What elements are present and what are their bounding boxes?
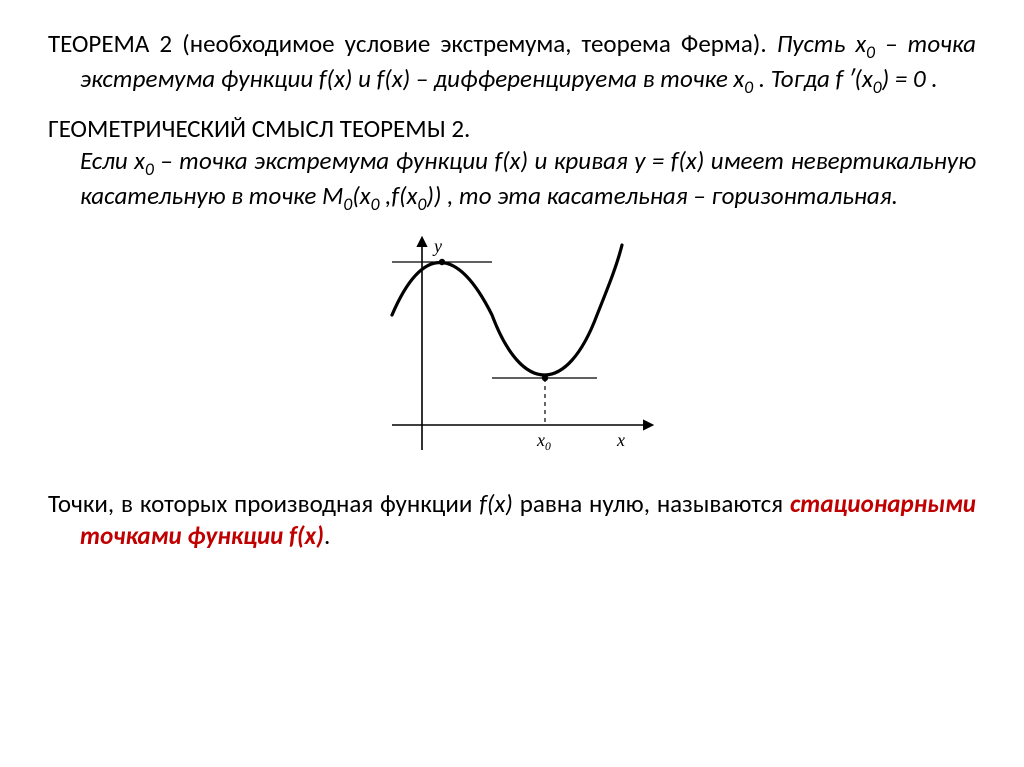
sub-zero: 0 (343, 193, 352, 215)
sub-zero: 0 (866, 41, 875, 63)
svg-text:y: y (432, 236, 442, 256)
theorem-title: ТЕОРЕМА 2 (необходимое условие экстремум… (48, 28, 767, 59)
geom-paragraph: ГЕОМЕТРИЧЕСКИЙ СМЫСЛ ТЕОРЕМЫ 2. Если x0 … (48, 113, 976, 216)
sub-zero: 0 (873, 76, 882, 98)
bottom-paragraph: Точки, в которых производная функции f(x… (48, 488, 976, 552)
theorem-text-4: ) = 0 . (882, 63, 938, 94)
bottom-fx: f(x) (479, 488, 513, 519)
geom-text-3: (x (352, 180, 370, 211)
svg-text:x0: x0 (536, 430, 551, 453)
sub-zero: 0 (145, 158, 154, 180)
theorem-text-3: . Тогда f ʹ(x (753, 63, 873, 94)
bottom-text-3: . (324, 520, 330, 551)
geom-text-4: ,f(x (380, 180, 418, 211)
geom-text-5: )) , то эта касательная – горизонтальная… (426, 180, 898, 211)
geom-title: ГЕОМЕТРИЧЕСКИЙ СМЫСЛ ТЕОРЕМЫ 2. (48, 113, 470, 144)
diagram-container: y x x0 (48, 230, 976, 470)
sub-zero: 0 (417, 193, 426, 215)
bottom-text-1: Точки, в которых производная функции (48, 488, 479, 519)
svg-text:x: x (616, 430, 625, 450)
sub-zero: 0 (371, 193, 380, 215)
theorem-paragraph: ТЕОРЕМА 2 (необходимое условие экстремум… (48, 28, 976, 99)
geom-text-1: Если x (80, 145, 145, 176)
sub-zero: 0 (744, 76, 753, 98)
bottom-text-2: равна нулю, называются (513, 488, 790, 519)
theorem-text-1: Пусть x (777, 28, 866, 59)
fermat-diagram: y x x0 (362, 230, 662, 470)
